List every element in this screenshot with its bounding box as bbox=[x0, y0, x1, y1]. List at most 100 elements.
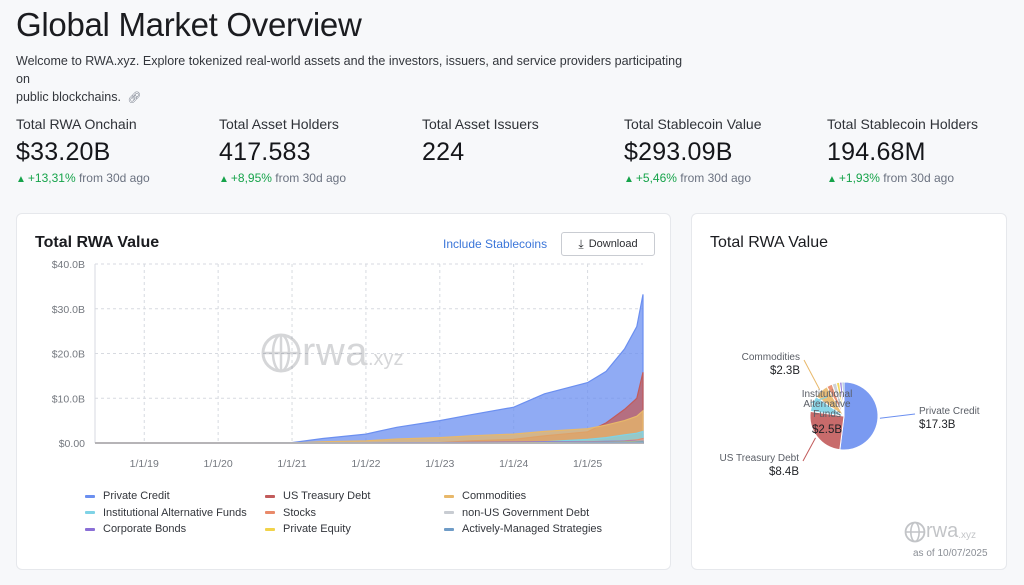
side-logo-sub: .xyz bbox=[958, 529, 977, 541]
intro-line-2: public blockchains. bbox=[16, 90, 121, 104]
include-stablecoins-link[interactable]: Include Stablecoins bbox=[443, 237, 548, 251]
side-logo-text: rwa bbox=[926, 520, 959, 542]
stat-change: ▲ +1,93% from 30d ago bbox=[827, 171, 1024, 185]
pie-chart: Private Credit $17.3B US Treasury Debt $8.4… bbox=[720, 352, 980, 478]
up-arrow-icon: ▲ bbox=[624, 174, 634, 185]
y-tick-label: $30.0B bbox=[52, 304, 85, 316]
up-arrow-icon: ▲ bbox=[219, 174, 229, 185]
legend-swatch bbox=[85, 527, 95, 531]
side-logo: rwa .xyz bbox=[904, 520, 976, 543]
x-tick-label: 1/1/22 bbox=[351, 458, 380, 470]
stat-stablecoin-value: Total Stablecoin Value $293.09B ▲ +5,46% … bbox=[624, 116, 824, 185]
legend-label: Institutional Alternative Funds bbox=[103, 506, 247, 519]
globe-icon bbox=[261, 333, 301, 372]
legend-item-non-us-government-debt[interactable]: non-US Government Debt bbox=[444, 507, 589, 519]
legend-swatch bbox=[265, 527, 275, 531]
stat-label: Total RWA Onchain bbox=[16, 116, 137, 132]
change-suffix: from 30d ago bbox=[680, 171, 752, 185]
globe-icon bbox=[904, 521, 926, 542]
pie-leader-line bbox=[802, 437, 816, 462]
y-tick-label: $10.0B bbox=[52, 393, 85, 405]
legend-item-us-treasury-debt[interactable]: US Treasury Debt bbox=[265, 490, 370, 502]
stats-row: Total RWA Onchain $33.20B ▲ +13,31% from … bbox=[16, 116, 1016, 196]
stat-change: ▲ +8,95% from 30d ago bbox=[219, 171, 419, 185]
stat-label: Total Stablecoin Holders bbox=[827, 116, 978, 132]
stat-label: Total Stablecoin Value bbox=[624, 116, 762, 132]
legend-item-commodities[interactable]: Commodities bbox=[444, 490, 526, 502]
pie-title: Total RWA Value bbox=[710, 234, 828, 251]
stat-label: Total Asset Issuers bbox=[422, 116, 539, 132]
pie-value-label: $17.3B bbox=[919, 419, 956, 431]
y-tick-label: $0.00 bbox=[59, 438, 85, 450]
x-tick-label: 1/1/21 bbox=[277, 458, 306, 470]
change-percent: +8,95% bbox=[230, 171, 272, 185]
legend-item-actively-managed-strategies[interactable]: Actively-Managed Strategies bbox=[444, 523, 602, 535]
link-icon[interactable]: 🔗︎ bbox=[127, 92, 142, 104]
legend-label: Private Equity bbox=[283, 523, 351, 535]
x-tick-label: 1/1/25 bbox=[573, 458, 602, 470]
change-suffix: from 30d ago bbox=[275, 171, 347, 185]
legend-swatch bbox=[265, 494, 275, 498]
watermark-logo: rwa .xyz bbox=[260, 330, 404, 375]
pie-label: Alternative bbox=[803, 399, 851, 410]
legend-label: Commodities bbox=[462, 490, 527, 502]
x-tick-label: 1/1/20 bbox=[204, 458, 233, 470]
stat-asset-holders: Total Asset Holders 417.583 ▲ +8,95% from… bbox=[219, 116, 419, 185]
stat-value: 224 bbox=[422, 138, 465, 166]
legend-item-institutional-alternative-funds[interactable]: Institutional Alternative Funds bbox=[85, 507, 247, 519]
pie-value-label: $2.3B bbox=[770, 365, 800, 377]
legend-item-stocks[interactable]: Stocks bbox=[265, 507, 316, 519]
as-of-date: as of 10/07/2025 bbox=[913, 548, 988, 559]
pie-value-label: $2.5B bbox=[812, 424, 842, 436]
stat-change: ▲ +13,31% from 30d ago bbox=[16, 171, 216, 185]
stat-label: Total Asset Holders bbox=[219, 116, 339, 132]
legend-swatch bbox=[265, 511, 275, 514]
x-tick-label: 1/1/24 bbox=[499, 458, 528, 470]
pie-label: US Treasury Debt bbox=[720, 453, 800, 464]
legend-label: Actively-Managed Strategies bbox=[462, 523, 603, 535]
pie-leader-line bbox=[803, 359, 821, 390]
legend-label: Corporate Bonds bbox=[103, 523, 187, 535]
chart-legend: Private Credit US Treasury Debt Commoditie… bbox=[85, 490, 645, 550]
stat-stablecoin-holders: Total Stablecoin Holders 194.68M ▲ +1,93%… bbox=[827, 116, 1024, 185]
rwa-value-chart-card: $0.00 $10.0B $20.0B $30.0B $40.0B 1/1/19 1/1/2… bbox=[16, 213, 671, 570]
legend-item-corporate-bonds[interactable]: Corporate Bonds bbox=[85, 523, 186, 535]
stat-asset-issuers: Total Asset Issuers 224 bbox=[422, 116, 622, 167]
stat-value: 194.68M bbox=[827, 138, 926, 166]
change-suffix: from 30d ago bbox=[883, 171, 955, 185]
watermark-text: rwa bbox=[302, 330, 368, 374]
rwa-value-pie-card: Private Credit $17.3B US Treasury Debt $8.4… bbox=[691, 213, 1007, 570]
pie-leader-line bbox=[879, 413, 916, 419]
y-tick-label: $20.0B bbox=[52, 349, 85, 361]
legend-item-private-credit[interactable]: Private Credit bbox=[85, 490, 170, 502]
watermark-sub: .xyz bbox=[367, 348, 404, 370]
legend-swatch bbox=[444, 511, 454, 514]
download-label: Download bbox=[588, 238, 638, 250]
page-title: Global Market Overview bbox=[16, 6, 362, 43]
legend-swatch bbox=[85, 494, 95, 498]
up-arrow-icon: ▲ bbox=[16, 174, 26, 185]
pie-slice-private-credit[interactable] bbox=[839, 381, 879, 451]
stat-value: $33.20B bbox=[16, 138, 111, 166]
stat-value: $293.09B bbox=[624, 138, 733, 166]
up-arrow-icon: ▲ bbox=[827, 174, 837, 185]
pie-slice-us-treasury-debt[interactable] bbox=[809, 410, 845, 451]
legend-item-private-equity[interactable]: Private Equity bbox=[265, 523, 351, 535]
legend-swatch bbox=[444, 527, 454, 531]
stat-total-rwa: Total RWA Onchain $33.20B ▲ +13,31% from … bbox=[16, 116, 216, 185]
pie-label: Commodities bbox=[742, 352, 800, 363]
download-icon: ⤓ bbox=[578, 236, 584, 251]
change-percent: +13,31% bbox=[27, 171, 76, 185]
pie-label: Funds bbox=[813, 409, 841, 420]
x-tick-label: 1/1/23 bbox=[425, 458, 454, 470]
pie-leader-line bbox=[810, 396, 828, 404]
pie-label: Institutional bbox=[802, 389, 853, 400]
y-tick-label: $40.0B bbox=[52, 259, 85, 271]
legend-swatch bbox=[85, 511, 95, 514]
legend-label: non-US Government Debt bbox=[462, 506, 590, 519]
pie-slice-actively-managed-strategies[interactable] bbox=[841, 381, 845, 417]
area-chart: $0.00 $10.0B $20.0B $30.0B $40.0B 1/1/19 1/1/2… bbox=[52, 259, 644, 470]
stat-value: 417.583 bbox=[219, 138, 311, 166]
legend-label: US Treasury Debt bbox=[283, 490, 371, 502]
download-button[interactable]: ⤓ Download bbox=[561, 232, 655, 256]
